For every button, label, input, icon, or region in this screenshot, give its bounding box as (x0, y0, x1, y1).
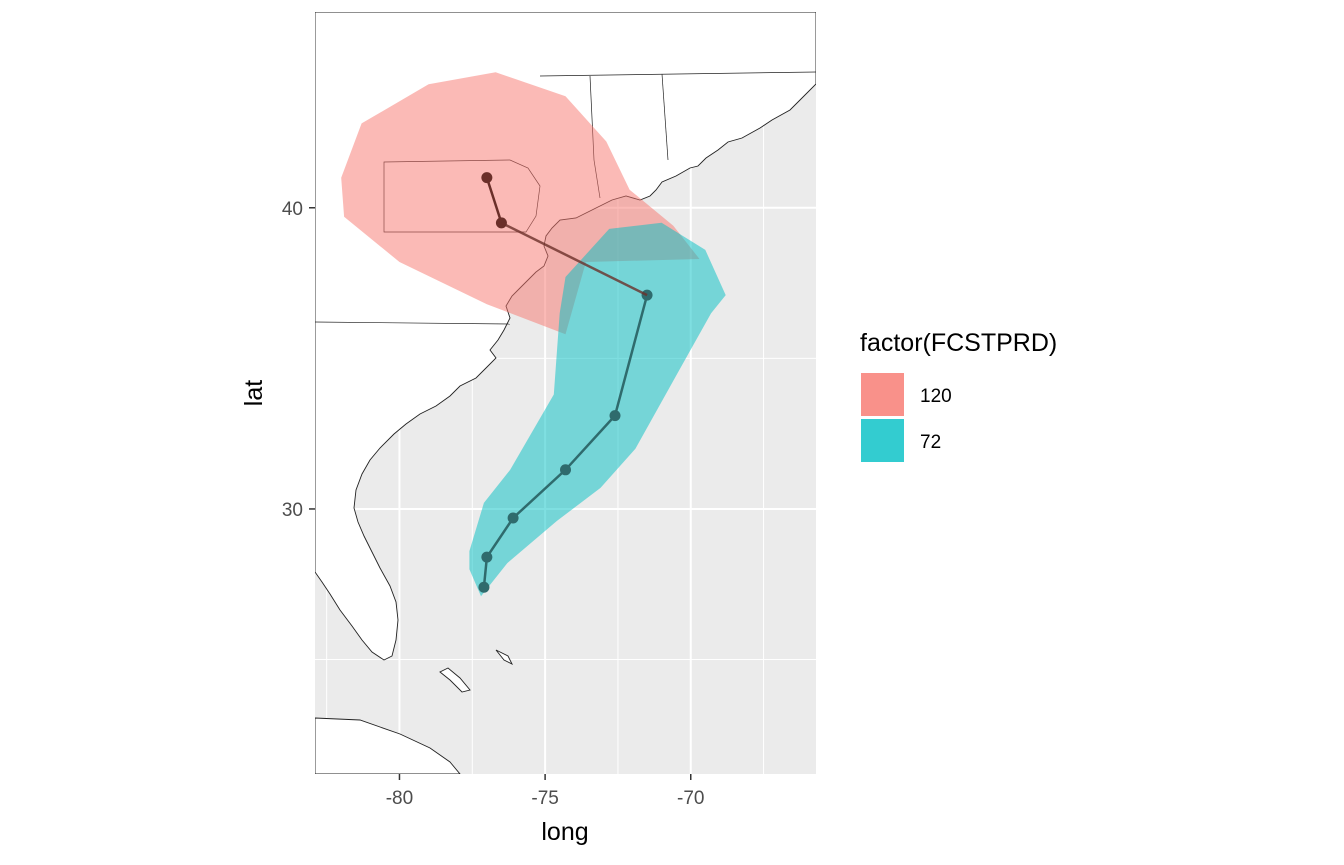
track-point-72 (481, 551, 493, 563)
track-line-120 (485, 177, 503, 224)
track-point-72 (507, 512, 519, 524)
track-connector (500, 221, 648, 297)
y-axis: 40 30 (282, 199, 315, 521)
legend-title: factor(FCSTPRD) (860, 329, 1057, 357)
y-tick-label: 40 (282, 199, 303, 220)
legend-key-120 (861, 373, 904, 416)
y-tick-label: 30 (282, 500, 303, 521)
state-boundary (539, 71, 816, 77)
legend-label-72: 72 (920, 432, 941, 453)
track-point-120 (481, 172, 493, 184)
legend-label-120: 120 (920, 386, 952, 407)
cone-72 (469, 222, 726, 597)
track-point-72 (609, 410, 621, 422)
track-point-72 (478, 581, 490, 593)
x-axis-title: long (541, 818, 588, 846)
x-tick-label: -80 (386, 788, 413, 809)
x-tick-label: -75 (531, 788, 558, 809)
bahamas-island (495, 649, 514, 666)
forecast-cones (341, 72, 726, 597)
x-tick-label: -70 (677, 788, 704, 809)
legend: factor(FCSTPRD) 120 72 (860, 329, 1057, 462)
y-axis-title: lat (240, 380, 268, 406)
x-axis: -80 -75 -70 (386, 774, 704, 809)
bahamas-island (439, 667, 471, 693)
legend-key-72 (861, 419, 904, 462)
cone-120 (341, 72, 700, 335)
state-boundary (315, 321, 511, 325)
cuba-coast (315, 717, 461, 774)
track-point-72 (560, 464, 571, 476)
state-boundary (661, 73, 669, 161)
forecast-tracks (478, 172, 653, 593)
